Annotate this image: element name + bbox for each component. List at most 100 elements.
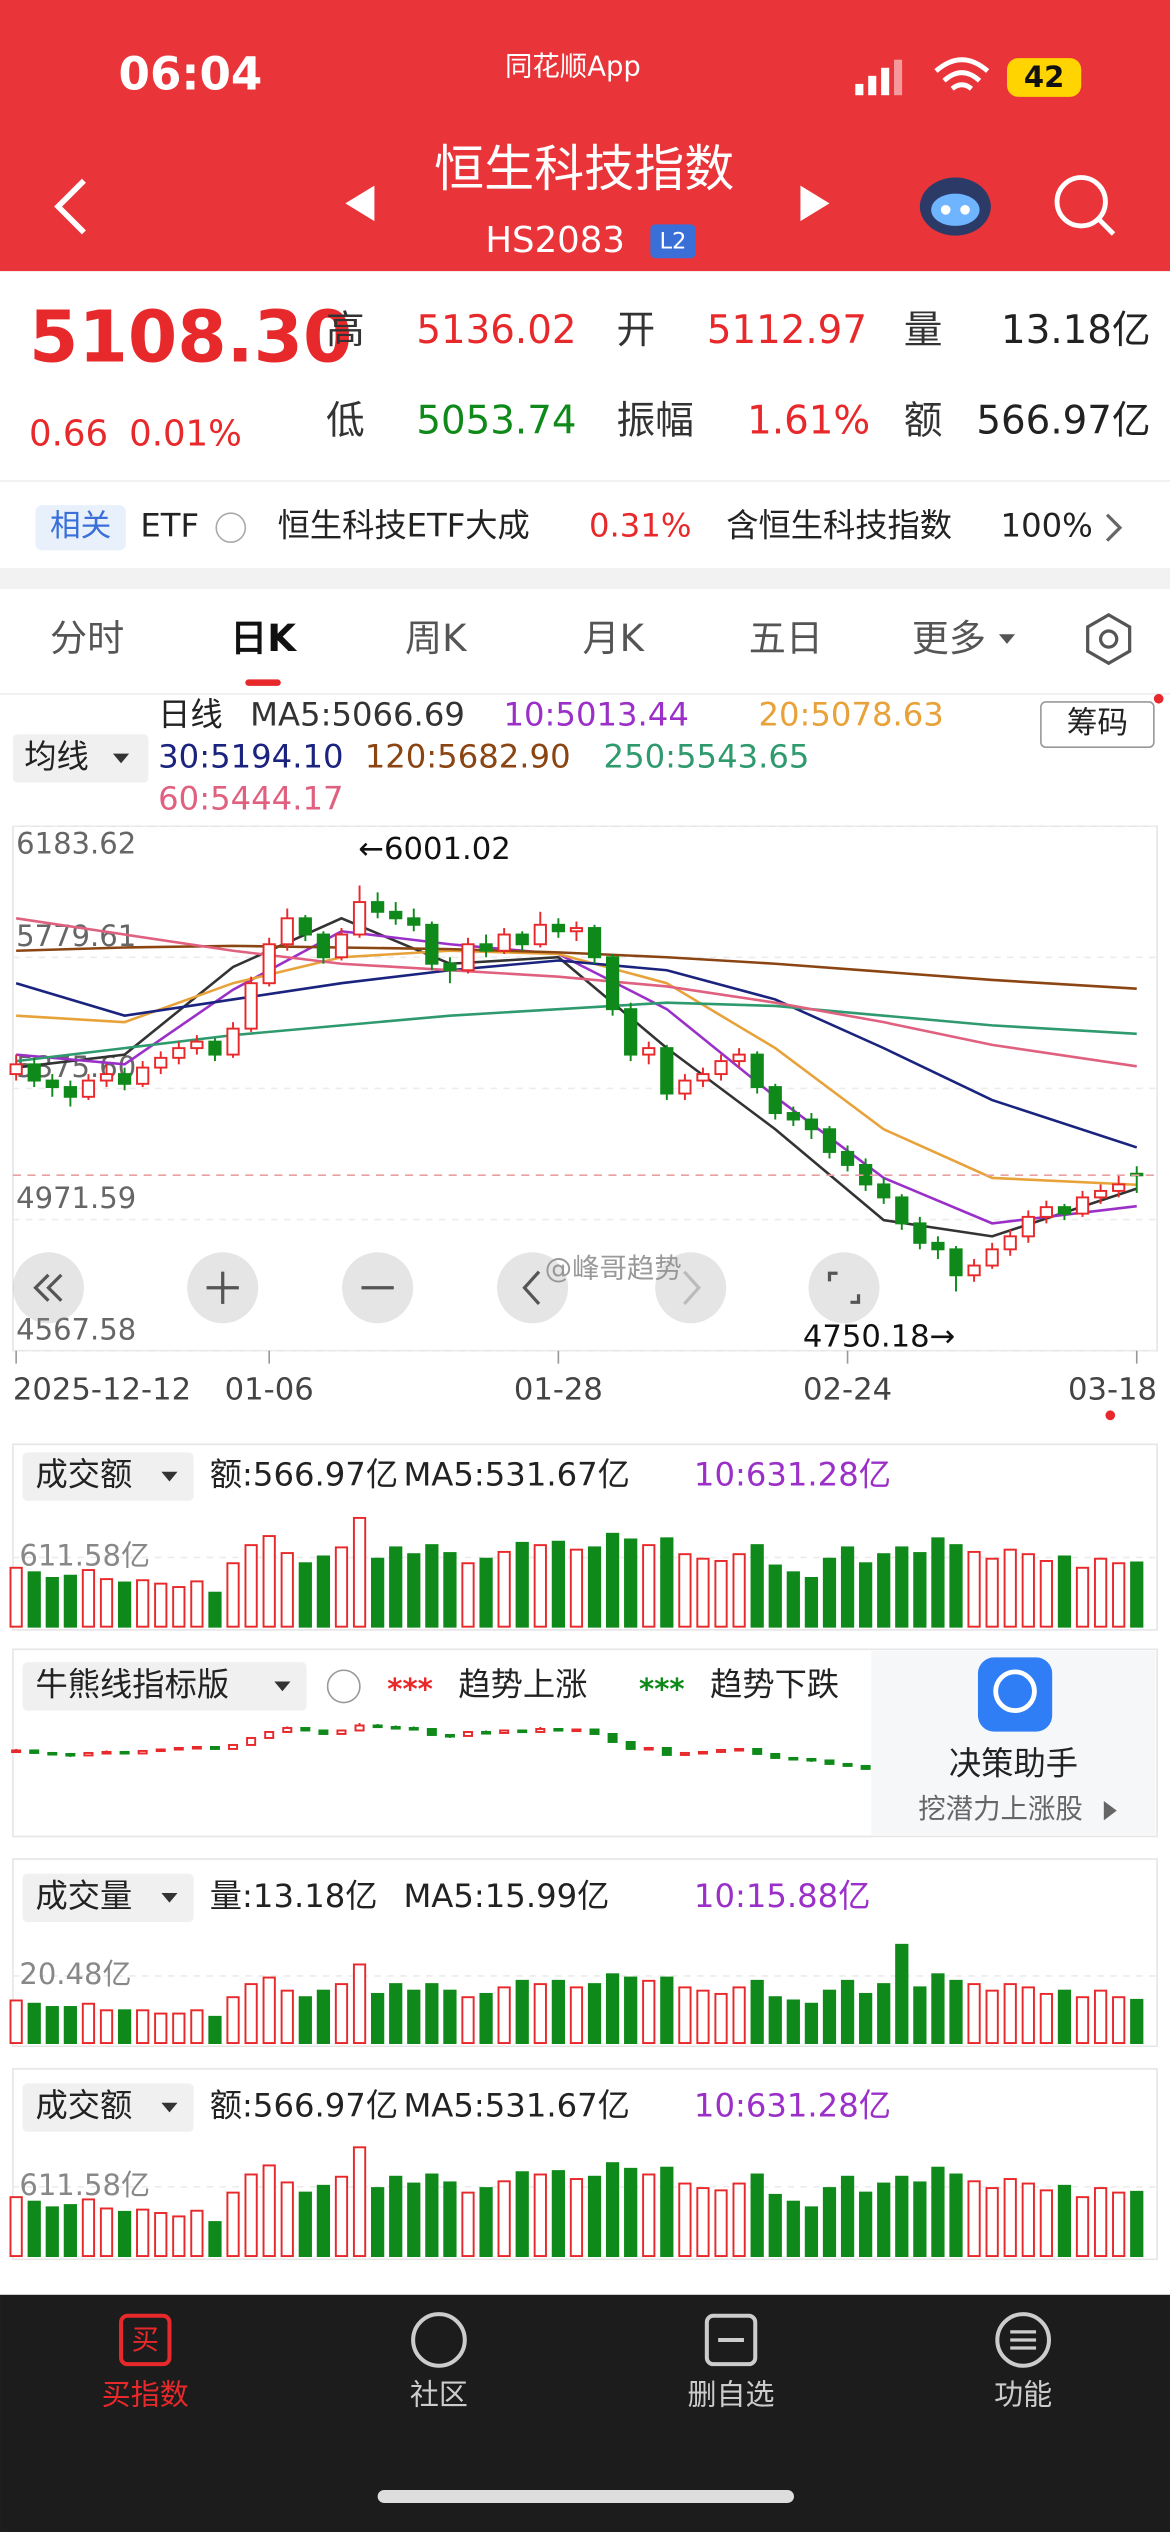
panel-button[interactable]: [22, 2083, 194, 2132]
candle-body: [804, 1118, 819, 1131]
volume-bar: [895, 1943, 909, 2044]
candle-body: [605, 956, 620, 1011]
tab[interactable]: 分时: [50, 617, 124, 660]
volume-bar: [895, 2175, 909, 2258]
volume-bar: [1039, 1560, 1053, 1628]
field-value: 5053.74: [416, 398, 576, 443]
fund-name[interactable]: 恒生科技ETF大成: [278, 507, 530, 545]
candle-body: [607, 1733, 618, 1743]
panel-legend: 量:13.18亿: [210, 1877, 378, 1915]
volume-bar: [99, 2009, 114, 2044]
ma-button[interactable]: [12, 734, 149, 783]
volume-bar: [605, 1973, 620, 2044]
help-icon[interactable]: [215, 512, 247, 544]
panel-button[interactable]: [22, 1452, 194, 1501]
candle-body: [806, 1757, 817, 1762]
tab[interactable]: 月K: [583, 617, 646, 660]
search-button[interactable]: [1054, 175, 1116, 236]
volume-bar: [443, 1552, 457, 1628]
field-label: 额: [904, 398, 943, 443]
volume-bar: [136, 1579, 150, 1628]
watermark: @峰哥趋势: [545, 1254, 682, 1285]
x-tick-label: 03-18: [1068, 1373, 1157, 1408]
help-icon[interactable]: [326, 1669, 361, 1704]
volume-bar: [605, 2162, 620, 2258]
volume-bar: [877, 1983, 891, 2044]
volume-bar: [81, 2002, 96, 2044]
volume-bar: [949, 1544, 963, 1628]
volume-bar: [913, 2181, 927, 2258]
volume-bar: [750, 2173, 764, 2258]
candle-body: [408, 1727, 419, 1731]
change-pct: 0.01%: [129, 414, 242, 455]
back-button[interactable]: [54, 178, 86, 235]
volume-bar: [136, 2208, 150, 2258]
step-left[interactable]: [497, 1252, 569, 1324]
candle-body: [678, 1079, 692, 1095]
indicator-button[interactable]: [22, 1662, 307, 1711]
volume-bar: [334, 1983, 349, 2044]
assistant-link[interactable]: 挖潜力上涨股: [918, 1794, 1083, 1825]
step-right[interactable]: [655, 1252, 727, 1324]
volume-bar: [877, 2182, 891, 2258]
nav-label[interactable]: 功能: [994, 2377, 1052, 2411]
y-tick-label: 4971.59: [16, 1181, 136, 1215]
volume-bar: [1003, 1983, 1017, 2044]
candle-body: [967, 1264, 981, 1277]
battery-level: 42: [1024, 60, 1064, 94]
candle-body: [571, 1728, 582, 1733]
chip-label[interactable]: 筹码: [1067, 706, 1128, 741]
candle-body: [208, 1040, 222, 1056]
nav-label[interactable]: 删自选: [687, 2377, 774, 2411]
chip-button[interactable]: [1040, 701, 1155, 748]
ma-line: [15, 916, 1138, 1238]
panel-button[interactable]: [22, 1873, 194, 1922]
settings-button[interactable]: [1086, 612, 1132, 666]
next-button[interactable]: [800, 185, 830, 222]
volume-bar: [515, 1979, 529, 2044]
prev-button[interactable]: [345, 185, 375, 222]
tab[interactable]: 更多: [912, 617, 986, 660]
assistant-title: 决策助手: [949, 1744, 1078, 1782]
candle-body: [589, 1728, 600, 1735]
panel-legend: 额:566.97亿: [210, 1456, 398, 1494]
tab[interactable]: 五日: [749, 617, 823, 660]
volume-bar: [895, 1546, 909, 1628]
annotation: ←6001.02: [358, 832, 510, 867]
tab[interactable]: 日K: [230, 617, 297, 660]
volume-bar: [27, 2002, 41, 2044]
panel-title: 成交额: [36, 1456, 133, 1494]
dropdown-arrow: [112, 753, 130, 764]
volume-bar: [244, 2173, 258, 2258]
robot-button[interactable]: [919, 177, 991, 236]
nav-label[interactable]: 社区: [410, 2377, 468, 2411]
volume-bar: [515, 1541, 529, 1628]
panel-legend: 10:15.88亿: [694, 1877, 871, 1915]
volume-bar: [9, 2196, 23, 2258]
assistant-icon: [977, 1657, 1053, 1732]
more-arrow[interactable]: [1105, 513, 1123, 542]
candle-body: [154, 1056, 168, 1069]
legend-entry: MA5:5066.69: [250, 696, 465, 734]
ma-line: [16, 929, 1137, 1225]
tab[interactable]: 周K: [405, 617, 468, 660]
volume-bar: [154, 1582, 168, 1628]
field-value: 13.18亿: [1001, 308, 1151, 353]
volume-bar: [967, 1550, 981, 1628]
nav-label[interactable]: 买指数: [102, 2377, 189, 2411]
volume-bar: [172, 2215, 186, 2258]
dropdown-arrow: [998, 634, 1016, 644]
fullscreen[interactable]: [808, 1252, 880, 1324]
nav-icon: [411, 2312, 467, 2368]
ma-button-label[interactable]: 均线: [24, 737, 89, 775]
indicator-title[interactable]: 牛熊线指标版: [36, 1665, 230, 1703]
code: HS2083: [485, 220, 625, 261]
volume-bar: [389, 2175, 403, 2258]
candle-body: [83, 1751, 94, 1757]
candle-body: [462, 1731, 474, 1737]
volume-bar: [750, 1979, 764, 2044]
volume-bar: [696, 1557, 710, 1628]
volume-bar: [913, 1552, 927, 1628]
candle-body: [316, 933, 331, 959]
